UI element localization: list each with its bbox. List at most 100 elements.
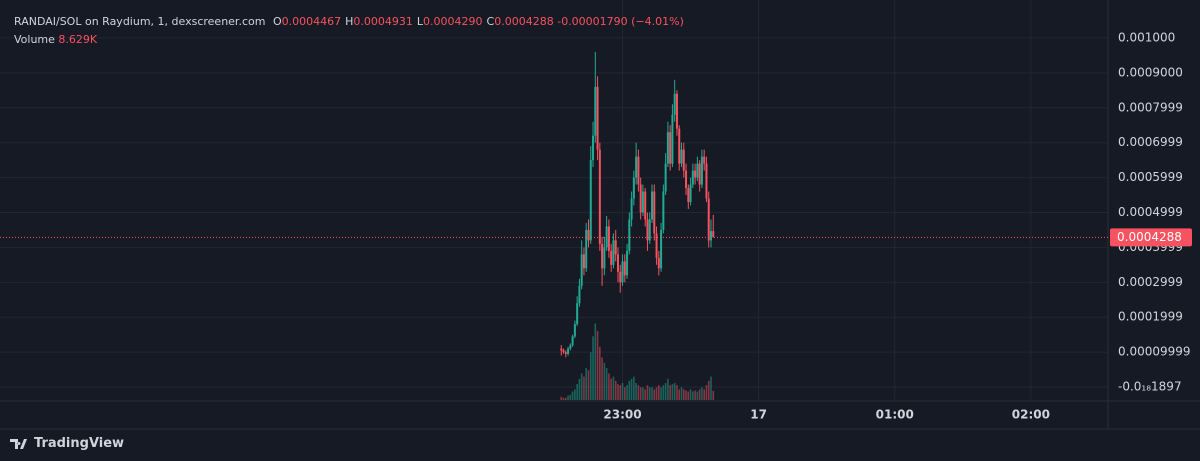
candle-body: [673, 93, 676, 115]
candle-body: [657, 257, 660, 269]
candle-body: [596, 86, 599, 150]
candle-body: [587, 229, 590, 241]
volume-bar: [692, 391, 694, 400]
volume-bar: [676, 385, 678, 400]
volume-bar: [694, 390, 696, 400]
volume-bar: [705, 385, 708, 400]
volume-bar: [578, 378, 581, 400]
candle-body: [700, 156, 703, 185]
volume-bar: [644, 389, 647, 400]
x-tick-label: 02:00: [1012, 408, 1050, 422]
footer: TradingView: [10, 436, 124, 451]
candle-body: [678, 128, 681, 164]
volume-bar: [560, 396, 563, 400]
candle-body: [621, 261, 624, 283]
candle-body: [619, 271, 622, 283]
volume-bar: [580, 373, 583, 400]
y-tick-label: 0.0001999: [1118, 310, 1183, 324]
candle-body: [646, 219, 649, 241]
ohlc-key: L: [416, 15, 424, 28]
candle-body: [635, 156, 638, 178]
volume-bar: [585, 368, 588, 400]
ohlc-value: 0.0004290: [423, 15, 483, 28]
candle-body: [598, 149, 601, 244]
volume-bar: [653, 389, 656, 400]
volume-bar: [639, 387, 642, 400]
volume-bar: [614, 380, 617, 400]
y-tick-label: 0.0004999: [1118, 205, 1183, 219]
candle-body: [592, 135, 595, 161]
volume-bar: [685, 390, 687, 400]
ohlc-value: 0.0004467: [281, 15, 342, 28]
volume-bar: [701, 387, 703, 400]
candle-body: [687, 188, 690, 202]
volume-bars: [560, 323, 715, 400]
y-tick-label: 0.0009000: [1118, 65, 1183, 79]
legend-row: RANDAI/SOL on Raydium, 1, dexscreener.co…: [14, 13, 684, 31]
volume-bar: [605, 368, 608, 400]
candle-body: [709, 231, 712, 241]
volume-bar: [596, 330, 599, 400]
candle-body: [585, 229, 588, 269]
axes: 0.001000 0.0009000 0.0007999 0.0006999 0.000…: [0, 30, 1192, 422]
volume-bar: [589, 352, 592, 400]
candle-body: [655, 233, 658, 258]
volume-bar: [669, 385, 671, 400]
volume-bar: [623, 387, 626, 400]
candle-body: [666, 132, 669, 164]
volume-bar: [658, 385, 660, 400]
y-tick-label: 0.0005999: [1118, 170, 1183, 184]
candle-body: [705, 163, 708, 199]
volume-bar: [646, 385, 649, 400]
candle-body: [680, 149, 683, 164]
candles: [560, 51, 715, 358]
volume-bar: [678, 389, 681, 400]
candle-body: [560, 348, 563, 351]
candle-body: [567, 348, 570, 354]
candle-body: [614, 240, 617, 255]
candle-body: [630, 198, 633, 220]
candle-body: [616, 254, 619, 272]
volume-bar: [680, 387, 683, 400]
volume-bar: [630, 378, 633, 400]
candle-body: [610, 250, 613, 265]
x-tick-label: 17: [750, 408, 767, 422]
last-price-box: [1110, 228, 1192, 247]
candle-body: [694, 170, 697, 178]
candle-body: [580, 254, 583, 286]
candle-body: [662, 191, 665, 230]
y-tick-label: 0.0007999: [1118, 100, 1183, 114]
candle-body: [712, 231, 715, 238]
volume-bar: [651, 387, 653, 400]
y-tick-label: 0.00009999: [1118, 345, 1191, 359]
change: -0.00001790 (−4.01%): [557, 15, 684, 28]
candle-body: [648, 219, 651, 241]
candle-body: [664, 163, 667, 192]
candle-body: [623, 261, 626, 276]
ohlc-value: 0.0004931: [353, 15, 413, 28]
candle-body: [607, 226, 610, 251]
candle-body: [639, 184, 642, 213]
y-tick-label: -0.0₁₈1897: [1118, 380, 1182, 394]
candle-body: [682, 149, 685, 171]
candle-body: [653, 191, 656, 234]
candle-body: [703, 156, 706, 164]
volume-bar: [642, 387, 644, 400]
volume-bar: [594, 323, 597, 400]
candle-body: [612, 240, 615, 265]
candle-body: [562, 350, 565, 353]
candle-body: [637, 156, 640, 185]
candle-body: [628, 219, 631, 251]
candle-body: [603, 247, 606, 269]
volume-bar: [569, 394, 572, 400]
volume-bar: [687, 391, 690, 400]
volume-bar: [698, 389, 701, 400]
ohlc-key: H: [345, 15, 354, 28]
candle-body: [573, 324, 576, 337]
volume-bar: [655, 387, 658, 400]
y-tick-label: 0.0002999: [1118, 275, 1183, 289]
volume-bar: [571, 391, 574, 400]
volume-bar: [599, 346, 601, 400]
candle-body: [671, 114, 674, 164]
